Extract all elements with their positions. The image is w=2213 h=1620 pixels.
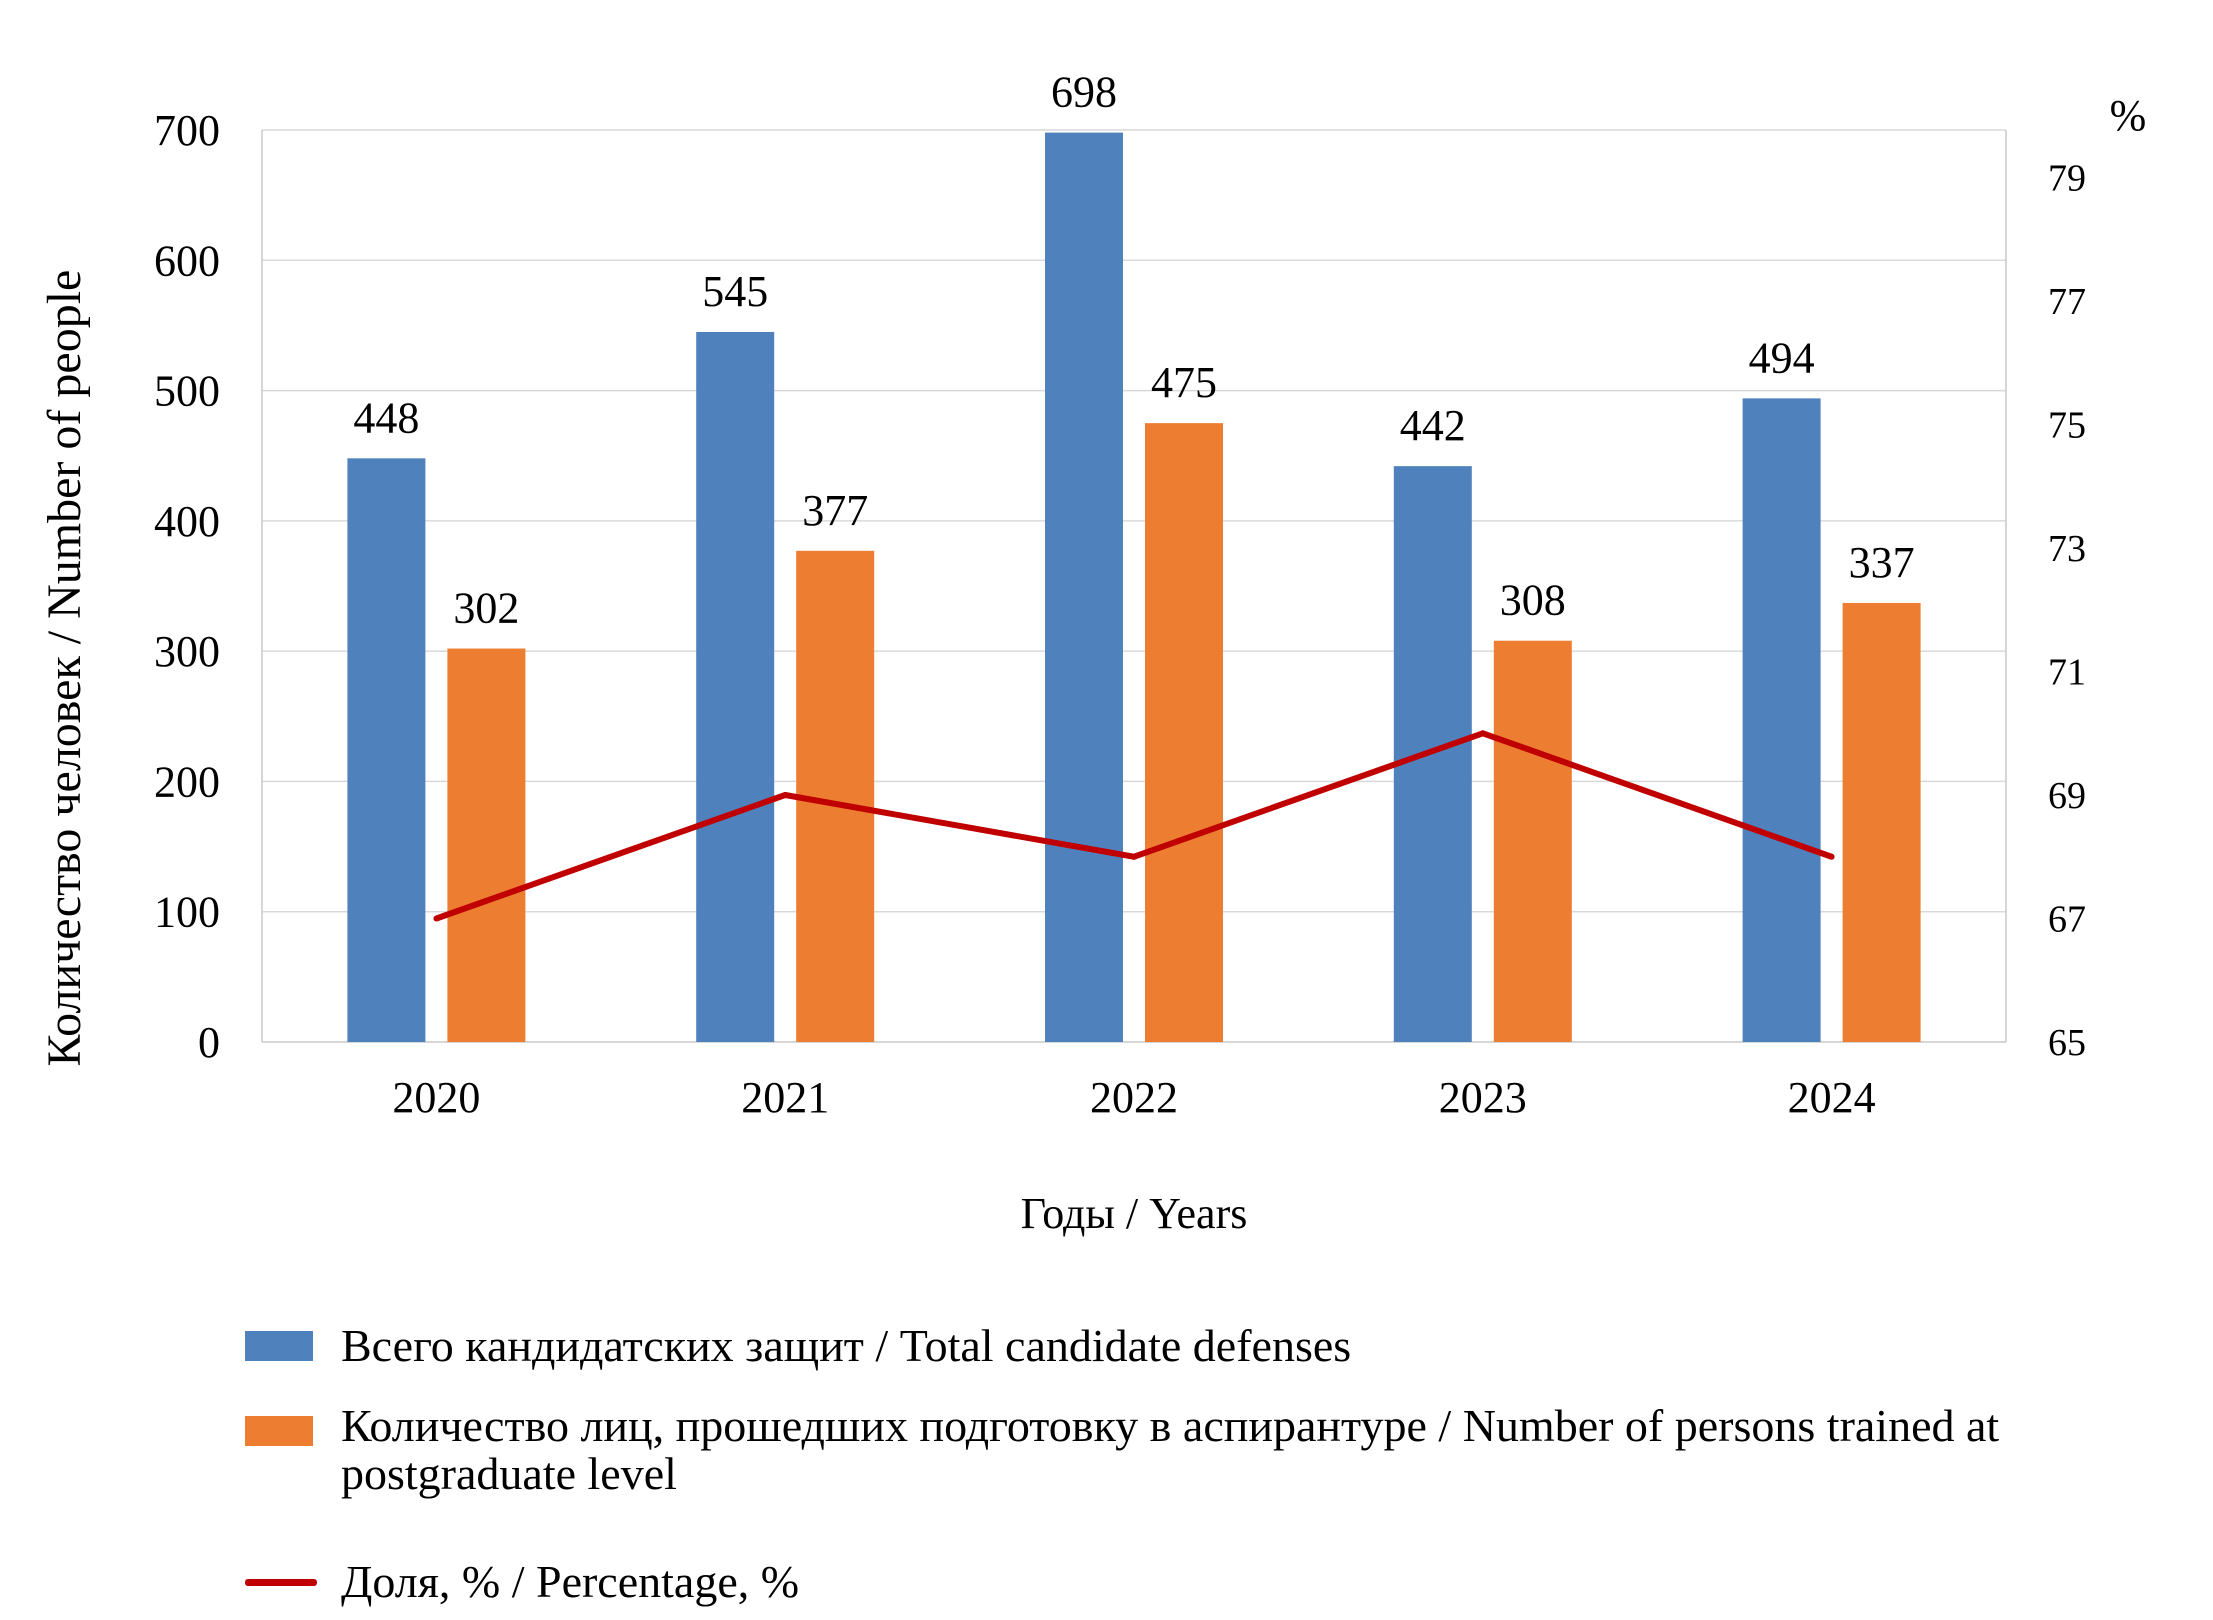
line-point [782, 792, 789, 799]
y-tick-label: 200 [154, 757, 220, 806]
bar-data-label: 377 [802, 486, 868, 535]
bar [447, 648, 526, 1042]
bar-data-label: 545 [702, 267, 768, 316]
bar [347, 458, 426, 1042]
y2-tick-label: 79 [2048, 158, 2086, 200]
x-tick-label: 2020 [392, 1073, 480, 1122]
line-point [1828, 853, 1835, 860]
y-tick-label: 500 [154, 367, 220, 416]
y-axis-title: Количество человек / Number of people [38, 270, 91, 1067]
x-tick-label: 2024 [1788, 1073, 1876, 1122]
bar-data-label: 698 [1051, 68, 1117, 117]
y2-tick-label: 71 [2048, 652, 2086, 694]
y2-tick-label: 65 [2048, 1022, 2086, 1064]
bar [1742, 398, 1821, 1043]
legend-swatch-trained-persons [245, 1416, 313, 1446]
bar-data-label: 308 [1500, 576, 1566, 625]
line-point [1131, 853, 1137, 860]
legend-swatch-percentage [245, 1579, 317, 1586]
y-tick-label: 700 [154, 106, 220, 155]
bar [1045, 132, 1123, 1042]
y-tick-label: 600 [154, 236, 220, 285]
y-tick-label: 400 [154, 497, 220, 546]
y2-tick-label: 73 [2048, 528, 2086, 570]
legend-swatch-total-defenses [245, 1331, 313, 1361]
bar-data-label: 475 [1151, 358, 1217, 407]
bar-data-label: 442 [1400, 401, 1466, 450]
bar-data-label: 494 [1749, 333, 1815, 382]
y2-tick-label: 75 [2048, 405, 2086, 447]
y2-tick-label: 69 [2048, 775, 2086, 817]
bar [1842, 602, 1921, 1042]
line-point [1479, 730, 1486, 737]
bar-data-label: 337 [1849, 538, 1915, 587]
line-point [433, 915, 440, 922]
y-tick-label: 100 [154, 888, 220, 937]
y2-axis-title: % [2110, 91, 2147, 140]
legend-label-trained-persons: Количество лиц, прошедших подготовку в а… [341, 1400, 2000, 1499]
legend-label-total-defenses: Всего кандидатских защит / Total candida… [341, 1320, 1352, 1371]
bar [1493, 640, 1572, 1042]
chart: 0 100 200 300 400 500 600 700 65 67 69 71 73 75 77 79 44… [38, 68, 2147, 1238]
x-tick-label: 2022 [1090, 1073, 1178, 1122]
y2-tick-label: 77 [2048, 281, 2086, 323]
x-axis-title: Годы / Years [1021, 1189, 1248, 1238]
percentage-line [435, 730, 1833, 922]
y-tick-label: 0 [198, 1018, 220, 1067]
bar-data-label: 302 [453, 584, 519, 633]
legend-label-percentage: Доля, % / Percentage, % [341, 1556, 800, 1607]
x-tick-label: 2021 [741, 1073, 829, 1122]
bar [696, 331, 775, 1042]
y2-tick-label: 67 [2048, 899, 2086, 941]
bar-data-label: 448 [353, 393, 419, 442]
y-tick-label: 300 [154, 627, 220, 676]
x-tick-label: 2023 [1439, 1073, 1527, 1122]
bar [1145, 423, 1223, 1043]
